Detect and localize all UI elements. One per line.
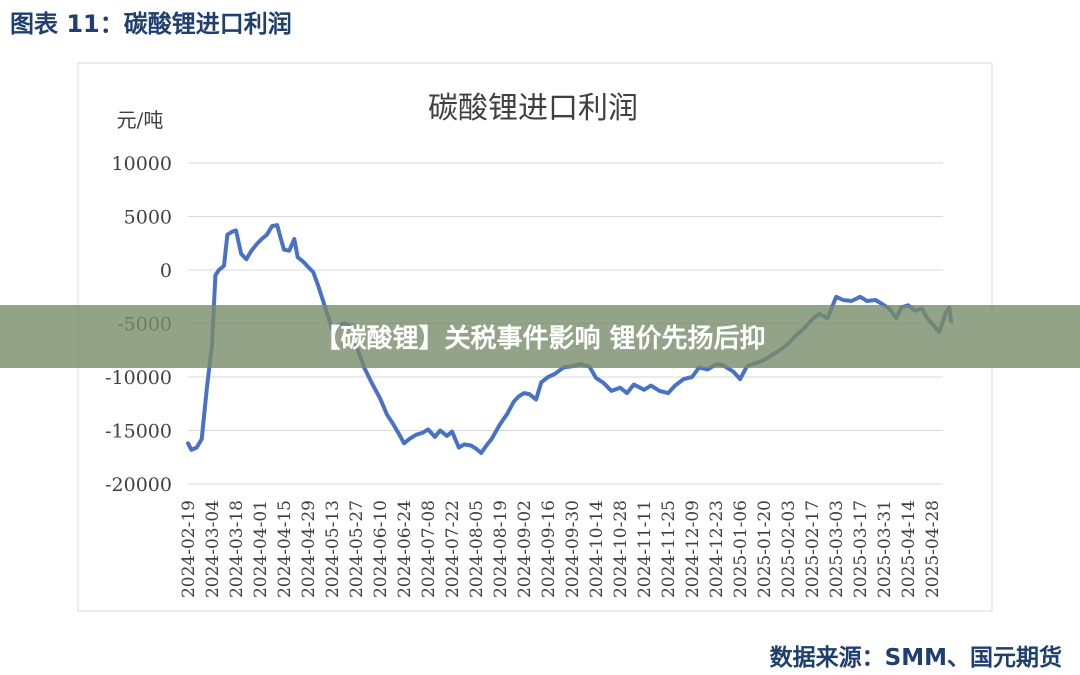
x-tick-label: 2025-01-06 — [731, 500, 751, 598]
x-tick-label: 2025-03-03 — [827, 500, 847, 598]
x-tick-label: 2024-08-05 — [467, 500, 487, 598]
chart-title: 碳酸锂进口利润 — [428, 91, 638, 126]
y-tick-label: 5000 — [124, 207, 172, 229]
x-tick-label: 2025-03-17 — [851, 500, 871, 598]
figure-caption: 图表 11：碳酸锂进口利润 — [10, 10, 292, 38]
x-tick-label: 2024-04-01 — [251, 500, 271, 598]
x-tick-label: 2024-10-14 — [587, 500, 607, 598]
x-tick-label: 2024-11-25 — [659, 500, 679, 598]
x-tick-label: 2024-04-15 — [275, 500, 295, 598]
x-tick-label: 2024-05-27 — [347, 500, 367, 598]
headline-text: 【碳酸锂】关税事件影响 锂价先扬后抑 — [314, 324, 766, 354]
x-tick-label: 2024-06-10 — [371, 500, 391, 598]
x-axis-ticks: 2024-02-19 2024-03-04 2024-03-18 2024-04-01… — [179, 500, 943, 598]
source-note: 数据来源：SMM、国元期货 — [769, 645, 1062, 671]
y-tick-label: -20000 — [105, 474, 172, 496]
y-tick-label: 0 — [160, 260, 172, 282]
x-tick-label: 2024-09-16 — [539, 500, 559, 598]
x-tick-label: 2025-03-31 — [875, 500, 895, 598]
x-tick-label: 2024-02-19 — [179, 500, 199, 598]
headline-banner: 【碳酸锂】关税事件影响 锂价先扬后抑 — [0, 305, 1080, 368]
x-tick-label: 2024-05-13 — [323, 500, 343, 598]
x-tick-label: 2024-06-24 — [395, 500, 415, 598]
x-tick-label: 2024-12-23 — [707, 500, 727, 598]
x-tick-label: 2024-11-11 — [635, 500, 655, 598]
y-axis-label: 元/吨 — [117, 108, 164, 132]
y-tick-label: -15000 — [105, 421, 172, 443]
x-tick-label: 2024-09-02 — [515, 500, 535, 598]
x-tick-label: 2024-08-19 — [491, 500, 511, 598]
x-tick-label: 2024-10-28 — [611, 500, 631, 598]
x-tick-label: 2024-09-30 — [563, 500, 583, 598]
x-tick-label: 2024-07-08 — [419, 500, 439, 598]
x-tick-label: 2025-04-14 — [899, 500, 919, 598]
x-tick-label: 2025-04-28 — [923, 500, 943, 598]
x-tick-label: 2024-04-29 — [299, 500, 319, 598]
y-tick-label: 10000 — [112, 153, 172, 175]
x-tick-label: 2024-07-22 — [443, 500, 463, 598]
x-tick-label: 2025-02-17 — [803, 500, 823, 598]
x-tick-label: 2024-03-18 — [227, 500, 247, 598]
x-tick-label: 2025-02-03 — [779, 500, 799, 598]
x-tick-label: 2024-12-09 — [683, 500, 703, 598]
y-tick-label: -10000 — [105, 367, 172, 389]
x-tick-label: 2024-03-04 — [203, 500, 223, 598]
x-tick-label: 2025-01-20 — [755, 500, 775, 598]
